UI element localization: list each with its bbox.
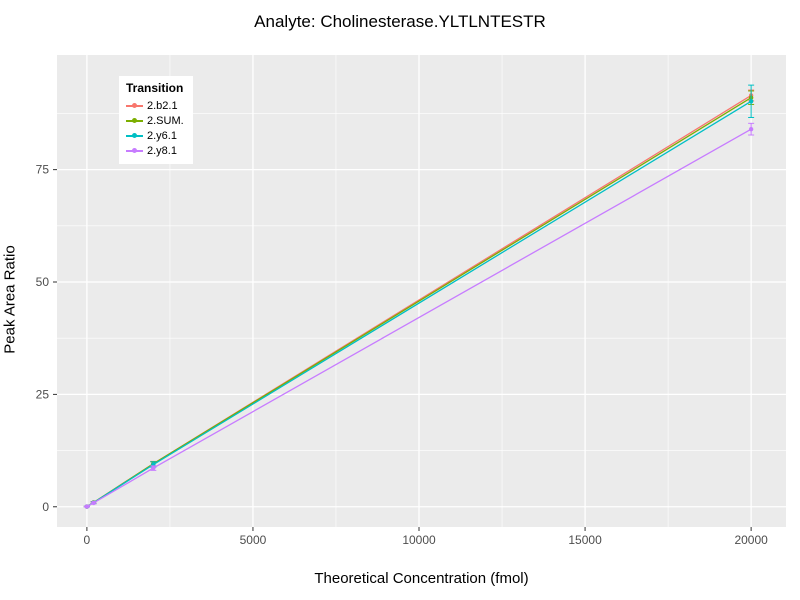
legend-key-dot xyxy=(132,133,137,138)
legend: Transition 2.b2.1 2.SUM. 2.y6.1 2.y8.1 xyxy=(119,76,193,164)
data-point-2.y6.1 xyxy=(748,99,754,104)
y-tick-label: 50 xyxy=(36,275,50,289)
data-point-2.y8.1 xyxy=(91,500,96,506)
y-tick-label: 25 xyxy=(36,387,50,401)
x-tick-label: 20000 xyxy=(734,533,768,547)
legend-item-2.SUM.: 2.SUM. xyxy=(126,113,184,128)
legend-item-label: 2.SUM. xyxy=(147,114,184,127)
legend-key-icon xyxy=(126,145,143,157)
data-point-2.y8.1 xyxy=(748,126,754,132)
series-line-2.y8.1 xyxy=(86,128,752,508)
x-tick-label: 0 xyxy=(84,533,91,547)
data-point-2.y8.1 xyxy=(84,504,90,509)
legend-item-2.y6.1: 2.y6.1 xyxy=(126,128,184,143)
legend-key-dot xyxy=(132,118,137,123)
legend-item-label: 2.b2.1 xyxy=(147,99,178,112)
x-tick-label: 5000 xyxy=(240,533,267,547)
chart-title: Analyte: Cholinesterase.YLTLNTESTR xyxy=(254,12,546,31)
legend-items: 2.b2.1 2.SUM. 2.y6.1 2.y8.1 xyxy=(126,98,184,158)
legend-item-2.b2.1: 2.b2.1 xyxy=(126,98,184,113)
x-axis-title: Theoretical Concentration (fmol) xyxy=(314,570,529,587)
legend-key-icon xyxy=(126,130,143,142)
legend-key-dot xyxy=(132,148,137,153)
x-tick-label: 10000 xyxy=(402,533,436,547)
data-point-2.y8.1 xyxy=(151,465,156,471)
legend-item-2.y8.1: 2.y8.1 xyxy=(126,143,184,158)
y-tick-label: 0 xyxy=(42,500,49,514)
legend-key-dot xyxy=(132,103,137,108)
legend-key-icon xyxy=(126,100,143,112)
legend-item-label: 2.y8.1 xyxy=(147,144,177,157)
y-tick-label: 75 xyxy=(36,163,50,177)
legend-item-label: 2.y6.1 xyxy=(147,129,177,142)
x-tick-label: 15000 xyxy=(568,533,602,547)
legend-title: Transition xyxy=(126,81,184,95)
legend-key-icon xyxy=(126,115,143,127)
